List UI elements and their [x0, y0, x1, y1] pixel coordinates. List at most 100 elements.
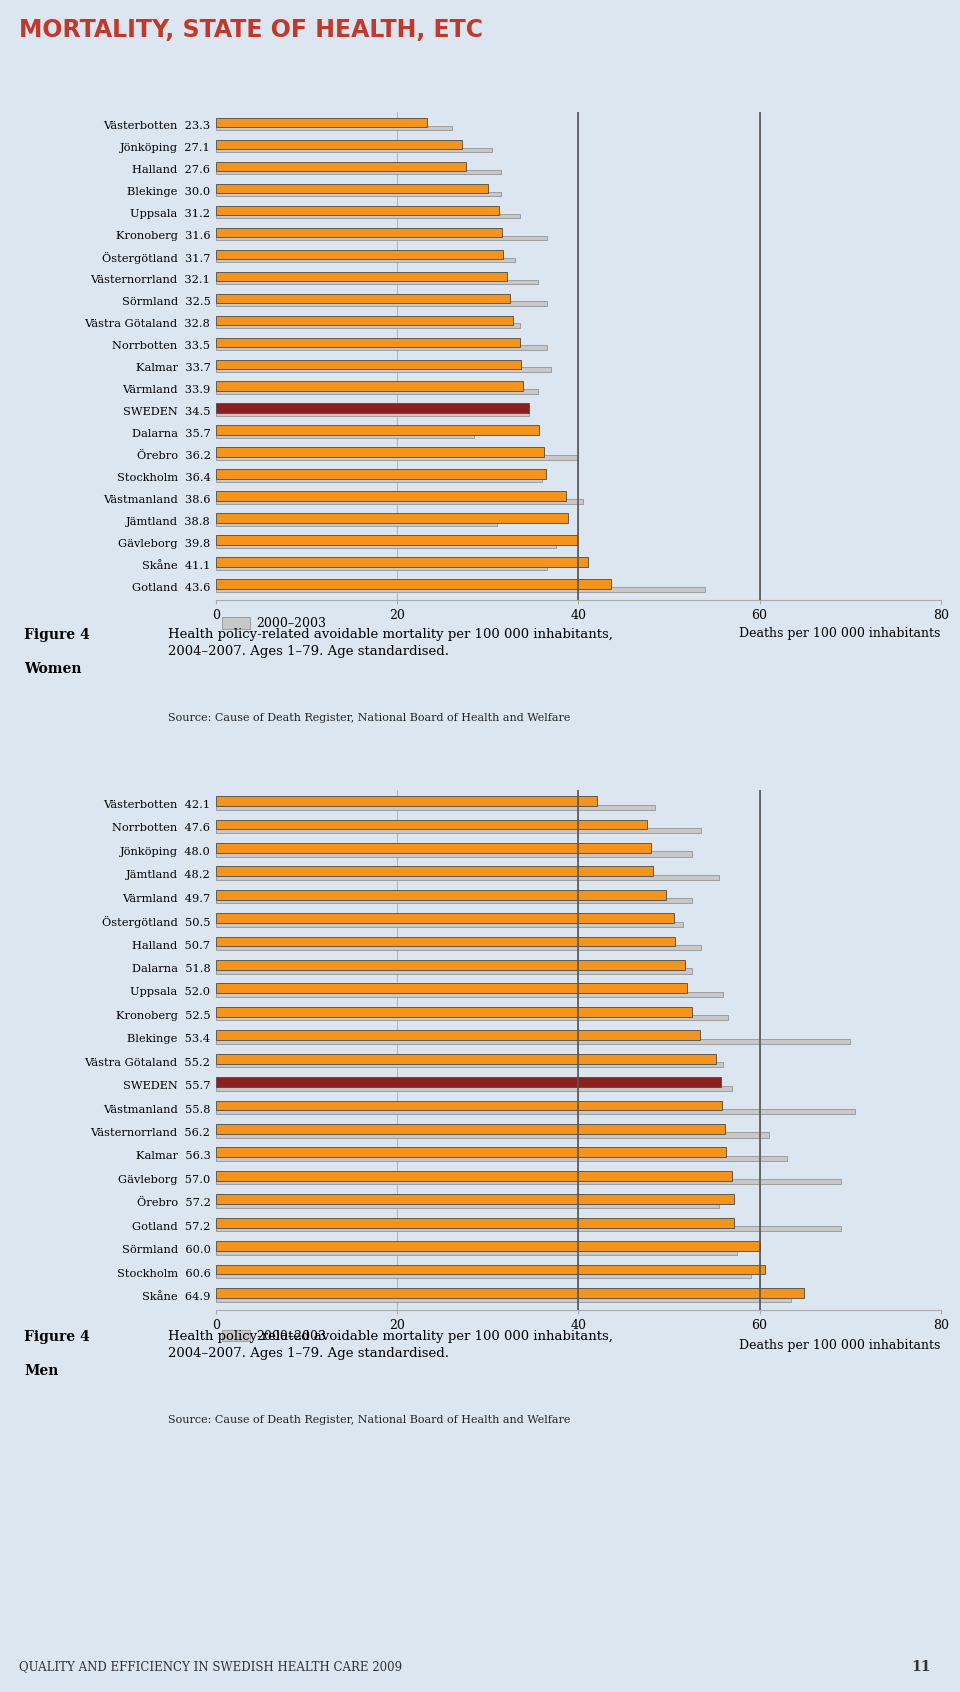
Bar	[216, 890, 666, 900]
Bar	[216, 381, 523, 391]
Bar	[216, 1147, 726, 1157]
Legend: 2000–2003: 2000–2003	[223, 618, 326, 631]
Bar	[216, 1007, 691, 1017]
Bar	[216, 184, 488, 193]
Bar	[216, 433, 474, 438]
Bar	[216, 1264, 765, 1274]
Bar	[216, 469, 546, 479]
Bar	[216, 1250, 737, 1255]
Bar	[216, 337, 519, 347]
Bar	[216, 587, 706, 592]
Bar	[216, 914, 674, 924]
Bar	[216, 169, 501, 174]
Bar	[216, 1156, 787, 1161]
Bar	[216, 819, 647, 829]
Bar	[216, 866, 653, 876]
Bar	[216, 1227, 841, 1232]
Bar	[216, 1203, 719, 1208]
Bar	[216, 272, 507, 281]
Bar	[216, 118, 427, 127]
Bar	[216, 843, 651, 853]
Bar	[216, 491, 565, 501]
Bar	[216, 1100, 722, 1110]
Bar	[216, 301, 546, 306]
Bar	[216, 959, 685, 970]
Bar	[216, 579, 611, 589]
Bar	[216, 983, 687, 993]
Bar	[216, 140, 462, 149]
Bar	[216, 162, 466, 171]
Bar	[216, 875, 719, 880]
Bar	[216, 235, 546, 240]
Bar	[216, 535, 577, 545]
Bar	[216, 1179, 841, 1184]
Bar	[216, 557, 588, 567]
Bar	[216, 257, 515, 262]
Bar	[216, 147, 492, 152]
Bar	[216, 191, 501, 196]
Text: Source: Cause of Death Register, National Board of Health and Welfare: Source: Cause of Death Register, Nationa…	[168, 712, 570, 722]
Text: Health policy-related avoidable mortality per 100 000 inhabitants,
2004–2007. Ag: Health policy-related avoidable mortalit…	[168, 1330, 612, 1360]
Bar	[216, 992, 724, 997]
Bar	[216, 425, 540, 435]
Bar	[216, 279, 538, 284]
Text: Figure 4: Figure 4	[24, 628, 89, 641]
Bar	[216, 1039, 851, 1044]
Text: 11: 11	[912, 1660, 931, 1673]
Text: Women: Women	[24, 662, 82, 675]
Bar	[216, 1015, 728, 1020]
Bar	[216, 455, 578, 460]
Bar	[216, 565, 546, 570]
Bar	[216, 1195, 734, 1205]
Bar	[216, 1288, 804, 1298]
Bar	[216, 1063, 724, 1068]
Bar	[216, 521, 497, 526]
Bar	[216, 827, 701, 832]
Bar	[216, 294, 511, 303]
Bar	[216, 477, 542, 482]
Bar	[216, 1123, 725, 1134]
Bar	[216, 1108, 854, 1113]
Bar	[216, 543, 556, 548]
Bar	[216, 1078, 721, 1086]
Text: Deaths per 100 000 inhabitants: Deaths per 100 000 inhabitants	[739, 626, 941, 640]
Bar	[216, 797, 597, 805]
Bar	[216, 922, 683, 927]
Bar	[216, 1296, 791, 1301]
Bar	[216, 1086, 732, 1091]
Bar	[216, 937, 675, 946]
Bar	[216, 447, 544, 457]
Bar	[216, 389, 538, 394]
Bar	[216, 1132, 769, 1137]
Bar	[216, 898, 691, 904]
Bar	[216, 968, 691, 973]
Bar	[216, 1054, 716, 1064]
Bar	[216, 1272, 751, 1277]
Bar	[216, 367, 551, 372]
Text: Figure 4: Figure 4	[24, 1330, 89, 1343]
Bar	[216, 946, 701, 951]
Bar	[216, 228, 502, 237]
Bar	[216, 315, 514, 325]
Text: MORTALITY, STATE OF HEALTH, ETC: MORTALITY, STATE OF HEALTH, ETC	[19, 19, 483, 42]
Text: QUALITY AND EFFICIENCY IN SWEDISH HEALTH CARE 2009: QUALITY AND EFFICIENCY IN SWEDISH HEALTH…	[19, 1660, 402, 1673]
Bar	[216, 345, 546, 350]
Legend: 2000–2003: 2000–2003	[223, 1330, 326, 1343]
Bar	[216, 323, 519, 328]
Bar	[216, 1171, 732, 1181]
Bar	[216, 499, 583, 504]
Text: Health policy-related avoidable mortality per 100 000 inhabitants,
2004–2007. Ag: Health policy-related avoidable mortalit…	[168, 628, 612, 658]
Text: Men: Men	[24, 1364, 59, 1377]
Text: Source: Cause of Death Register, National Board of Health and Welfare: Source: Cause of Death Register, Nationa…	[168, 1415, 570, 1425]
Bar	[216, 804, 656, 810]
Bar	[216, 403, 529, 413]
Bar	[216, 1242, 759, 1250]
Bar	[216, 206, 498, 215]
Bar	[216, 125, 451, 130]
Text: Deaths per 100 000 inhabitants: Deaths per 100 000 inhabitants	[739, 1338, 941, 1352]
Bar	[216, 359, 521, 369]
Bar	[216, 513, 567, 523]
Bar	[216, 411, 529, 416]
Bar	[216, 1218, 734, 1228]
Bar	[216, 851, 691, 856]
